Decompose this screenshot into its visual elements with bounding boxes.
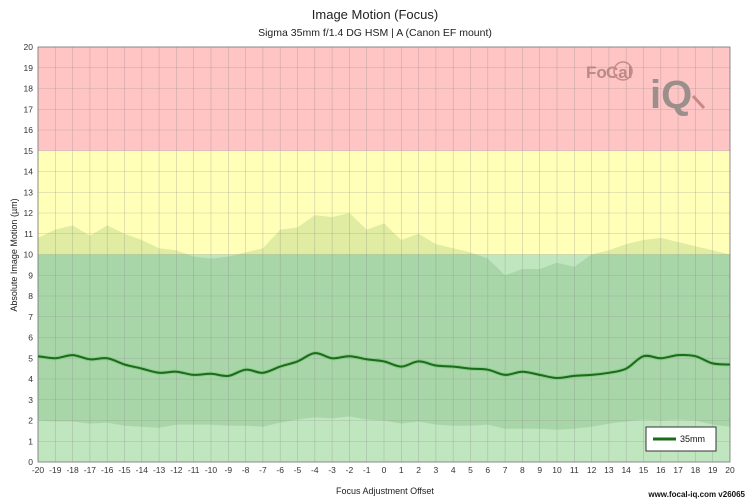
logo-text-fo: Fo — [586, 63, 607, 82]
x-tick-label: -2 — [346, 465, 354, 475]
y-tick-label: 3 — [28, 395, 33, 405]
x-tick-label: -15 — [118, 465, 131, 475]
y-tick-label: 6 — [28, 333, 33, 343]
x-tick-label: -1 — [363, 465, 371, 475]
logo-text-cal: Cal — [606, 63, 632, 82]
y-tick-label: 18 — [24, 84, 34, 94]
zones-layer — [38, 47, 730, 462]
x-tick-label: -3 — [328, 465, 336, 475]
x-tick-label: 5 — [468, 465, 473, 475]
x-tick-label: 15 — [639, 465, 649, 475]
x-tick-label: 2 — [416, 465, 421, 475]
x-tick-label: -6 — [276, 465, 284, 475]
x-tick-label: -16 — [101, 465, 114, 475]
focal-iq-logo: Fo Cal iQ — [586, 61, 706, 117]
x-tick-label: -19 — [49, 465, 62, 475]
chart-title: Image Motion (Focus) — [312, 7, 438, 22]
x-tick-label: -7 — [259, 465, 267, 475]
x-tick-label: -12 — [170, 465, 183, 475]
lines-layer — [37, 351, 731, 381]
x-tick-label: 18 — [691, 465, 701, 475]
x-tick-labels: -20 -19 -18 -17 -16 -15 -14 -13 -12 -11 -10 -9 -8 -7-… — [32, 465, 735, 475]
x-tick-label: 13 — [604, 465, 614, 475]
y-tick-label: 0 — [28, 457, 33, 467]
plot-border — [37, 46, 731, 463]
zone-acceptable — [38, 150, 730, 255]
footer-credit: www.focal-iq.com v26065 — [647, 490, 745, 499]
y-tick-label: 2 — [28, 416, 33, 426]
y-tick-label: 12 — [24, 208, 34, 218]
x-tick-label: 7 — [503, 465, 508, 475]
x-tick-label: -10 — [205, 465, 218, 475]
x-tick-label: -8 — [242, 465, 250, 475]
x-tick-label: 20 — [725, 465, 735, 475]
logo-magnifier-icon — [691, 94, 706, 110]
x-tick-label: 17 — [673, 465, 683, 475]
x-tick-label: 6 — [485, 465, 490, 475]
x-tick-label: -17 — [84, 465, 97, 475]
x-tick-label: 19 — [708, 465, 718, 475]
legend-label-35mm: 35mm — [680, 434, 705, 444]
x-tick-label: 4 — [451, 465, 456, 475]
x-tick-label: 9 — [537, 465, 542, 475]
x-tick-label: 1 — [399, 465, 404, 475]
y-axis-label: Absolute Image Motion (µm) — [9, 198, 19, 311]
y-tick-label: 16 — [24, 125, 34, 135]
x-tick-label: 8 — [520, 465, 525, 475]
x-tick-label: -20 — [32, 465, 45, 475]
y-tick-label: 11 — [24, 229, 33, 239]
x-tick-label: 12 — [587, 465, 597, 475]
x-tick-label: -13 — [153, 465, 166, 475]
x-axis-label: Focus Adjustment Offset — [336, 486, 434, 496]
y-tick-label: 9 — [28, 270, 33, 280]
legend: 35mm — [645, 426, 717, 452]
x-tick-label: -14 — [136, 465, 149, 475]
y-tick-label: 4 — [28, 374, 33, 384]
y-tick-label: 20 — [24, 42, 34, 52]
x-tick-label: -5 — [294, 465, 302, 475]
y-tick-label: 19 — [24, 63, 34, 73]
y-tick-label: 10 — [24, 250, 34, 260]
y-tick-label: 13 — [24, 187, 34, 197]
x-tick-label: 3 — [434, 465, 439, 475]
x-tick-label: 16 — [656, 465, 666, 475]
y-tick-label: 1 — [28, 436, 33, 446]
x-tick-label: 11 — [570, 465, 579, 475]
x-tick-label: 10 — [552, 465, 562, 475]
y-tick-label: 8 — [28, 291, 33, 301]
x-tick-label: -9 — [225, 465, 233, 475]
x-tick-label: 0 — [382, 465, 387, 475]
zone-poor — [38, 47, 730, 151]
logo-ring-icon — [613, 61, 633, 81]
x-tick-label: 14 — [621, 465, 631, 475]
y-tick-label: 15 — [24, 146, 34, 156]
y-tick-label: 14 — [24, 167, 34, 177]
x-tick-label: -11 — [188, 465, 200, 475]
y-tick-label: 5 — [28, 353, 33, 363]
y-tick-label: 7 — [28, 312, 33, 322]
x-tick-label: -18 — [66, 465, 79, 475]
x-tick-label: -4 — [311, 465, 319, 475]
series-line-35mm — [37, 352, 731, 380]
y-tick-label: 17 — [24, 104, 34, 114]
grid-layer — [37, 46, 731, 463]
chart-subtitle: Sigma 35mm f/1.4 DG HSM | A (Canon EF mo… — [258, 27, 492, 39]
zone-good — [38, 254, 730, 462]
logo-text-iq: iQ — [650, 73, 692, 117]
